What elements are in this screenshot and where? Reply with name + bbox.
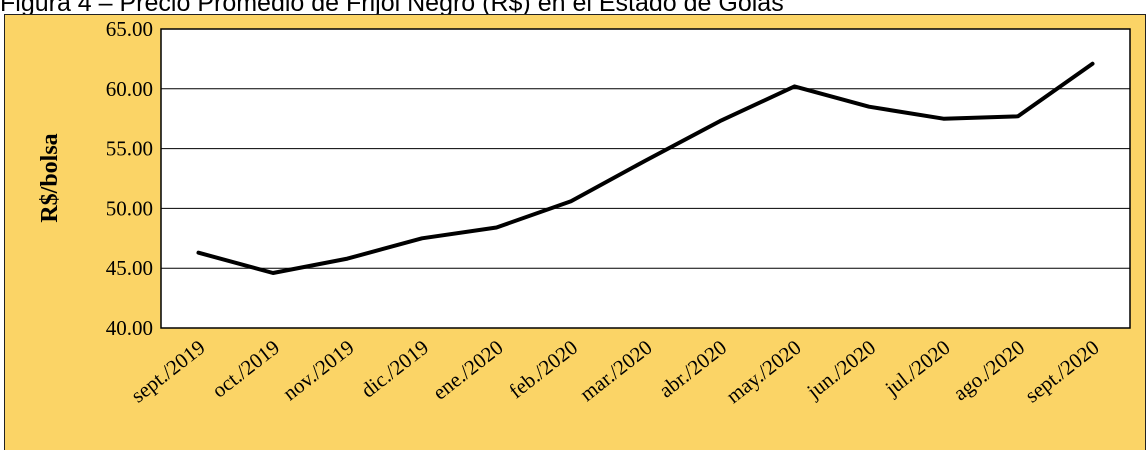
x-tick-label: nov./2019 <box>278 335 358 405</box>
x-tick-label: jul./2020 <box>880 335 955 401</box>
y-tick-label: 40.00 <box>106 316 153 340</box>
y-axis-ticks: 40.00 45.00 50.00 55.00 60.00 65.00 <box>106 17 153 340</box>
y-tick-label: 60.00 <box>106 77 153 101</box>
x-tick-label: sept./2020 <box>1020 335 1103 407</box>
y-axis-label: R$/bolsa <box>37 133 63 222</box>
x-tick-label: abr./2020 <box>654 335 731 402</box>
plot-area <box>160 28 1131 329</box>
x-axis-ticks: sept./2019oct./2019nov./2019dic./2019ene… <box>126 335 1103 408</box>
x-tick-label: jun./2020 <box>802 335 881 404</box>
y-tick-label: 65.00 <box>106 17 153 41</box>
y-tick-label: 45.00 <box>106 256 153 280</box>
y-tick-label: 50.00 <box>106 196 153 220</box>
x-tick-label: dic./2019 <box>356 335 433 402</box>
figure-caption: Figura 4 – Precio Promedio de Frijol Neg… <box>0 0 784 17</box>
x-tick-label: oct./2019 <box>207 335 284 402</box>
x-tick-label: ago./2020 <box>949 335 1030 405</box>
x-tick-label: may./2020 <box>722 335 806 408</box>
y-tick-label: 55.00 <box>106 137 153 161</box>
gridlines <box>161 88 1130 269</box>
series-line <box>196 61 1095 275</box>
x-tick-label: ene./2020 <box>428 335 508 405</box>
x-tick-label: sept./2019 <box>126 335 209 407</box>
x-tick-label: mar./2020 <box>575 335 656 406</box>
x-tick-label: feb./2020 <box>504 335 582 403</box>
